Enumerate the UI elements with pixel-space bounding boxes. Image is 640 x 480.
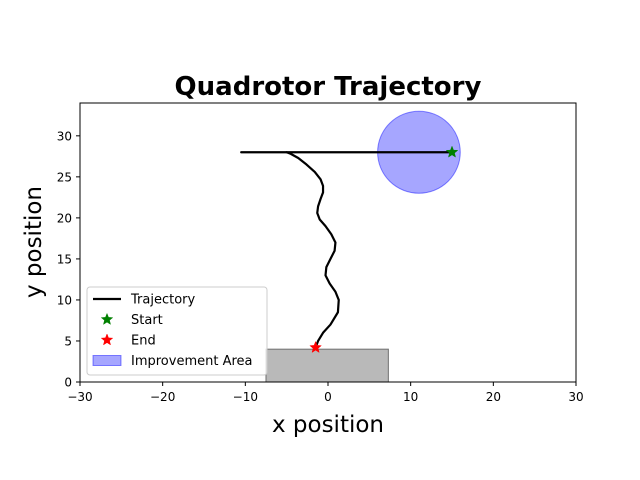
y-tick-label-15: 15 bbox=[57, 252, 72, 266]
y-tick-label-30: 30 bbox=[57, 129, 72, 143]
legend-swatch-end bbox=[100, 333, 114, 346]
legend-swatch-start bbox=[100, 312, 114, 325]
y-tick-label-25: 25 bbox=[57, 170, 72, 184]
x-tick-label--10: −10 bbox=[233, 390, 258, 404]
legend-label-trajectory: Trajectory bbox=[130, 293, 195, 308]
legend: Trajectory Start End Improvement Area bbox=[86, 286, 268, 376]
y-tick-label-0: 0 bbox=[64, 376, 72, 390]
y-tick-label-10: 10 bbox=[57, 293, 72, 307]
x-tick-label-30: 30 bbox=[568, 390, 583, 404]
legend-label-improvement-area: Improvement Area bbox=[131, 354, 253, 369]
x-axis-title: x position bbox=[272, 412, 384, 438]
x-tick-label--20: −20 bbox=[150, 390, 175, 404]
legend-label-start: Start bbox=[131, 313, 163, 328]
end-marker bbox=[309, 340, 322, 353]
start-marker bbox=[445, 145, 459, 158]
x-tick-label-20: 20 bbox=[486, 390, 501, 404]
trajectory-line bbox=[240, 151, 340, 349]
y-tick-label-5: 5 bbox=[64, 334, 72, 348]
legend-box bbox=[86, 286, 268, 376]
plot-clip-group bbox=[240, 110, 461, 382]
y-axis-title: y position bbox=[21, 186, 47, 298]
x-tick-label--30: −30 bbox=[67, 390, 92, 404]
chart-title: Quadrotor Trajectory bbox=[175, 72, 482, 102]
legend-swatch-improvement-area bbox=[92, 355, 122, 366]
obstacle-rect-1 bbox=[265, 348, 389, 382]
x-tick-label-10: 10 bbox=[403, 390, 418, 404]
y-tick-label-20: 20 bbox=[57, 211, 72, 225]
axes: −30 −20 −10 0 10 20 30 0 5 10 15 20 25 30 bbox=[57, 102, 584, 404]
legend-label-end: End bbox=[131, 334, 156, 349]
x-tick-label-0: 0 bbox=[324, 390, 332, 404]
plot-area bbox=[240, 110, 461, 382]
